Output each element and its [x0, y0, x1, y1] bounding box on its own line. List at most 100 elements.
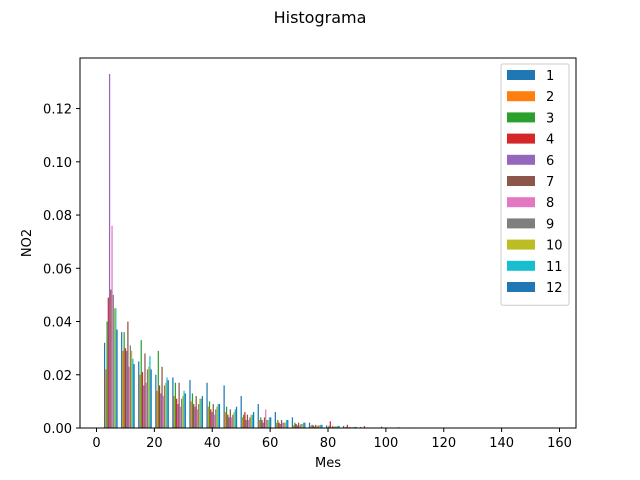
bar-series-11-bin-11 [302, 422, 305, 428]
y-tick-label: 0.00 [43, 422, 72, 437]
bar-series-7-bin-13 [332, 425, 334, 428]
bar-series-6-bin-11 [296, 425, 299, 428]
bar-series-11-bin-9 [268, 417, 271, 428]
bar-series-11-bin-14 [354, 426, 356, 428]
bar-series-6-bin-12 [313, 426, 316, 428]
bar-series-9-bin-9 [266, 420, 268, 428]
bar-series-12-bin-13 [338, 425, 340, 428]
bar-series-12-bin-11 [304, 422, 306, 428]
bar-series-4-bin-3 [158, 385, 161, 428]
bar-series-1-bin-12 [308, 422, 311, 428]
bar-series-7-bin-14 [349, 426, 351, 428]
bar-series-4-bin-6 [210, 409, 212, 428]
bar-series-8-bin-0 [111, 225, 113, 428]
bar-series-2-bin-5 [190, 401, 192, 428]
bar-series-3-bin-0 [106, 321, 108, 428]
legend-label: 8 [546, 196, 554, 211]
bar-series-12-bin-2 [150, 369, 152, 428]
bar-series-7-bin-11 [298, 422, 300, 428]
bar-series-10-bin-7 [233, 412, 235, 428]
bar-series-12-bin-14 [355, 426, 357, 428]
bar-series-4-bin-16 [380, 426, 383, 428]
bar-series-4-bin-14 [346, 424, 348, 428]
bar-series-1-bin-4 [172, 377, 174, 428]
bar-series-8-bin-6 [213, 414, 216, 428]
bar-series-4-bin-9 [261, 420, 263, 428]
legend-swatch [507, 91, 535, 102]
bar-series-3-bin-5 [191, 393, 194, 428]
bar-series-10-bin-13 [335, 426, 338, 428]
bar-series-11-bin-2 [149, 356, 151, 428]
bar-series-3-bin-8 [243, 414, 245, 428]
bar-series-8-bin-8 [248, 420, 250, 428]
bar-series-9-bin-12 [317, 425, 319, 428]
bar-series-2-bin-11 [293, 425, 295, 428]
bar-series-10-bin-3 [165, 382, 167, 428]
bar-series-8-bin-11 [299, 425, 301, 428]
bar-series-6-bin-1 [126, 350, 128, 428]
legend-label: 10 [546, 239, 563, 254]
bar-series-4-bin-8 [244, 412, 246, 428]
legend-label: 12 [546, 281, 563, 296]
bar-series-7-bin-12 [315, 424, 317, 428]
legend-swatch [507, 154, 535, 165]
x-tick-label: 140 [489, 436, 514, 451]
y-axis-label: NO2 [20, 229, 35, 257]
bar-series-11-bin-4 [183, 390, 185, 428]
bar-series-4-bin-13 [329, 421, 331, 428]
bar-series-7-bin-9 [263, 417, 266, 428]
legend-label: 3 [546, 111, 554, 126]
legend-label: 9 [546, 217, 554, 232]
bar-series-2-bin-8 [241, 417, 244, 428]
bar-series-10-bin-10 [284, 422, 286, 428]
bar-series-4-bin-4 [176, 398, 178, 428]
bar-series-7-bin-6 [212, 404, 214, 428]
y-tick-label: 0.08 [43, 209, 72, 224]
bar-series-11-bin-1 [132, 358, 134, 428]
bar-series-1-bin-3 [155, 374, 157, 428]
legend-swatch [507, 112, 535, 123]
bar-series-1-bin-9 [257, 404, 259, 428]
bar-series-2-bin-10 [275, 422, 278, 428]
plot-area [103, 73, 451, 428]
bar-series-11-bin-13 [337, 425, 339, 428]
legend-swatch [507, 239, 535, 250]
bar-series-8-bin-13 [333, 426, 335, 428]
bar-series-10-bin-0 [113, 308, 116, 428]
bar-series-7-bin-8 [246, 414, 249, 428]
bar-series-9-bin-5 [198, 404, 200, 428]
bar-series-10-bin-6 [216, 406, 218, 428]
bar-series-4-bin-12 [312, 425, 314, 428]
legend-swatch [507, 282, 535, 292]
bar-series-7-bin-1 [127, 321, 129, 428]
bar-series-4-bin-5 [193, 404, 195, 428]
bar-series-8-bin-4 [179, 406, 181, 428]
bar-series-3-bin-9 [260, 417, 262, 428]
bar-series-6-bin-3 [160, 393, 162, 428]
bar-series-9-bin-3 [163, 385, 166, 428]
bar-series-10-bin-2 [148, 366, 150, 428]
bar-series-7-bin-5 [195, 396, 197, 428]
x-tick-label: 80 [320, 436, 337, 451]
y-tick-label: 0.10 [43, 156, 72, 171]
bar-series-3-bin-6 [208, 401, 211, 428]
bar-series-1-bin-14 [343, 425, 345, 428]
x-axis: 0 20 40 60 80 100 120 140 160 [92, 428, 572, 451]
bar-series-1-bin-7 [223, 385, 225, 428]
bar-series-8-bin-5 [196, 409, 199, 428]
bar-series-9-bin-1 [129, 345, 131, 428]
bar-series-2-bin-12 [310, 426, 312, 428]
legend-label: 6 [546, 154, 554, 169]
bar-series-1-bin-0 [103, 342, 106, 428]
bar-series-2-bin-9 [258, 420, 261, 428]
bar-series-10-bin-12 [318, 425, 321, 428]
bar-series-9-bin-6 [215, 409, 217, 428]
bar-series-6-bin-4 [177, 404, 179, 428]
bar-series-1-bin-8 [240, 396, 242, 428]
bar-series-9-bin-11 [300, 424, 302, 428]
chart-title: Histograma [274, 8, 367, 27]
bar-series-10-bin-4 [182, 396, 184, 428]
bar-series-7-bin-3 [161, 366, 163, 428]
